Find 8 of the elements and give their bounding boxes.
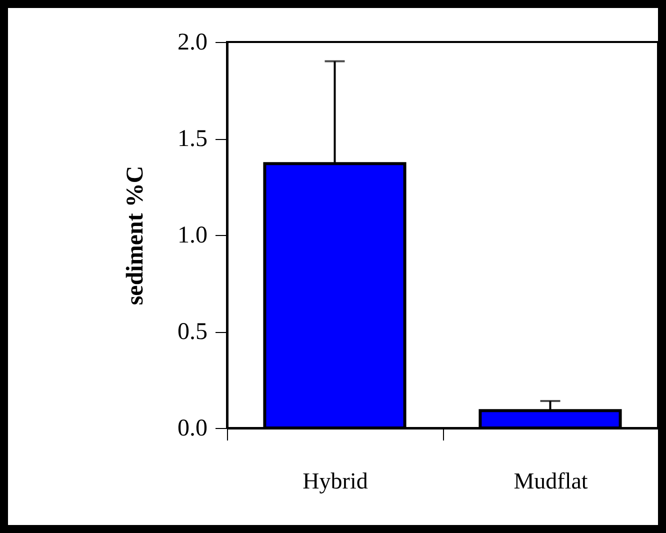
x-tick-label: Hybrid: [302, 468, 368, 494]
y-tick-label: 2.0: [178, 30, 208, 56]
x-tick-label: Mudflat: [514, 468, 588, 494]
y-tick-label: 1.0: [178, 222, 208, 248]
y-tick-label: 0.0: [178, 416, 208, 442]
y-tick-label: 1.5: [178, 126, 208, 152]
y-axis-title: sediment %C: [122, 166, 148, 306]
y-tick-label: 0.5: [178, 319, 208, 345]
